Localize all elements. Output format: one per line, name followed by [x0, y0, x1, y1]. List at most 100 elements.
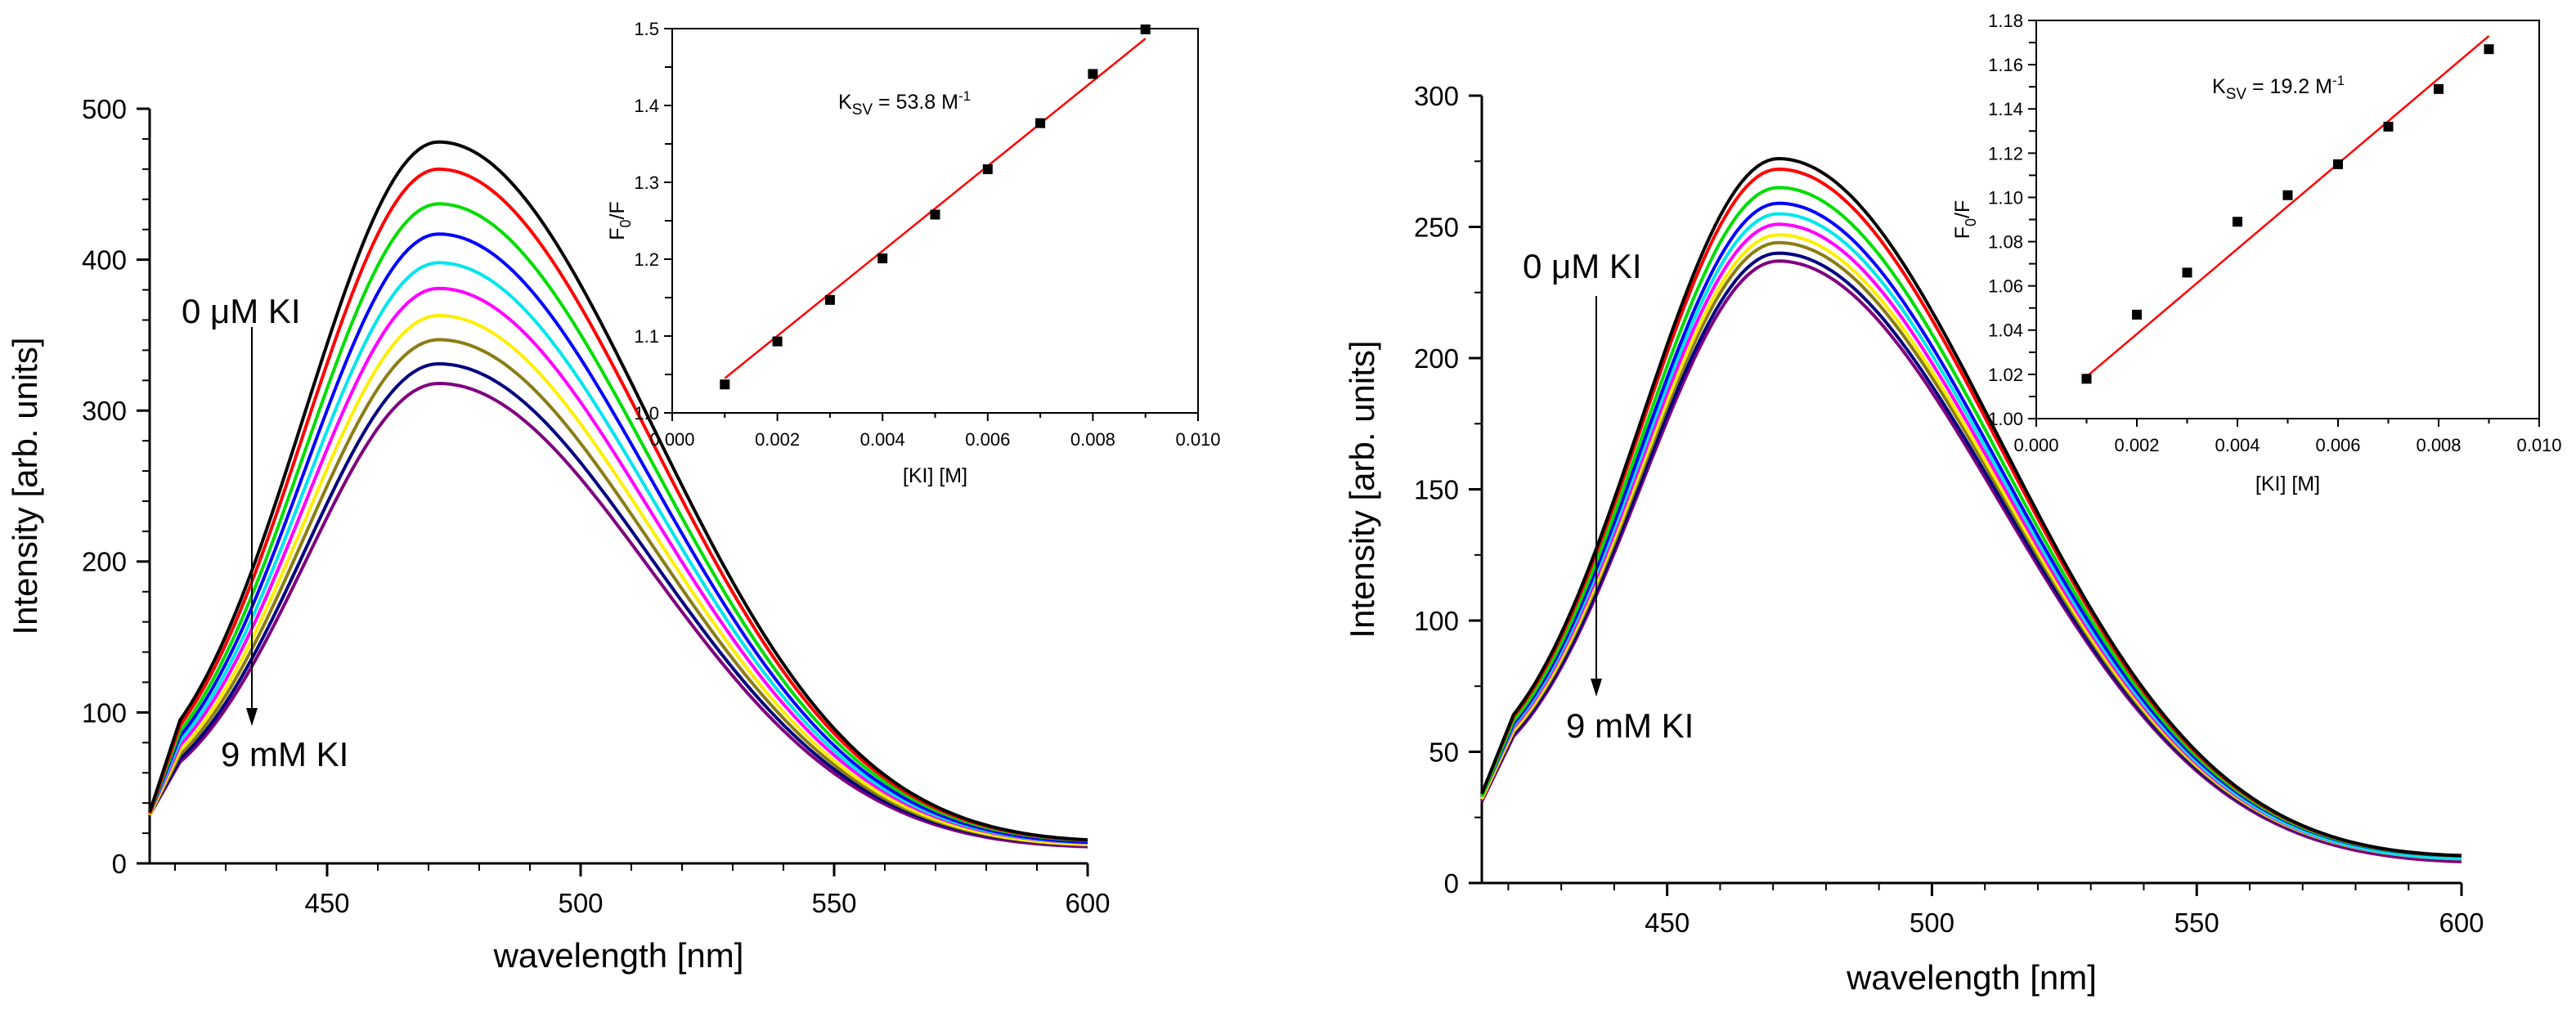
data-point-5	[2333, 159, 2343, 169]
y-tick-label: 1.16	[1988, 55, 2023, 75]
data-point-3	[877, 253, 888, 264]
quench-arrowhead	[246, 708, 258, 726]
spectrum-line-4	[148, 261, 1088, 845]
data-point-2	[2182, 267, 2192, 278]
x-tick-label: 0.004	[860, 429, 905, 450]
y-tick-label: 200	[1414, 343, 1459, 374]
spectrum-line-0	[1480, 157, 2462, 858]
spectrum-line-2	[148, 202, 1088, 842]
y-tick-label: 0	[112, 849, 127, 879]
quench-arrowhead	[1591, 679, 1602, 697]
x-tick-label: 500	[558, 888, 603, 918]
chart-right-inset: 0.000 0.002 0.004 0.006 0.008 0.010 1.00 1.02 1.…	[1951, 11, 2562, 495]
spectrum-line-6	[148, 313, 1088, 846]
spectrum-line-7	[1480, 240, 2462, 861]
spectrum-line-6	[1480, 233, 2462, 861]
x-tick-label: 600	[2439, 908, 2484, 938]
y-tick-label: 1.00	[1988, 409, 2023, 429]
y-tick-label: 500	[82, 94, 127, 124]
chart-left-inset: 0.000 0.002 0.004 0.006 0.008 0.010 1.0 1.1 1.2 1…	[606, 19, 1221, 487]
x-tick-label: 0.002	[2114, 435, 2159, 455]
ksv-sup: -1	[958, 88, 971, 104]
y-tick-label: 300	[82, 396, 127, 426]
y-tick-label: 1.1	[634, 326, 659, 347]
x-axis-title: wavelength [nm]	[1846, 958, 2097, 997]
y-tick-label: 1.08	[1988, 231, 2023, 252]
y-tick-label: 1.3	[634, 173, 659, 193]
x-tick-label: 0.004	[2215, 435, 2260, 455]
x-tick-label: 450	[304, 888, 349, 918]
ksv-sub: SV	[2226, 86, 2247, 103]
x-tick-label: 0.010	[1175, 429, 1220, 450]
x-tick-label: 0.008	[1070, 429, 1115, 450]
annotation-start: 0 μM KI	[182, 292, 301, 330]
y-tick-label: 1.02	[1988, 365, 2023, 385]
y-tick-label: 1.10	[1988, 187, 2023, 208]
data-point-0	[2081, 374, 2092, 384]
annotation-end: 9 mM KI	[1566, 706, 1694, 745]
ksv-sub: SV	[852, 101, 873, 119]
x-axis-title: [KI] [M]	[2255, 473, 2320, 495]
y-tick-label: 100	[1414, 606, 1459, 636]
data-point-4	[930, 209, 940, 220]
data-point-8	[2484, 44, 2494, 55]
y-tick-label: 1.18	[1988, 11, 2023, 31]
x-tick-label: 0.006	[965, 429, 1010, 450]
y-tick-label: 1.0	[634, 403, 659, 424]
ksv-text: = 53.8 M	[873, 91, 958, 114]
y-tick-label: 1.14	[1988, 99, 2023, 119]
x-tick-label: 0.010	[2516, 435, 2561, 455]
spectrum-line-9	[148, 382, 1088, 849]
ksv-prefix: K	[2212, 75, 2226, 98]
y-tick-label: 1.5	[634, 19, 659, 39]
y-axis-title: F0/F	[1951, 200, 1979, 240]
x-tick-label: 550	[2174, 908, 2219, 938]
y-tick-label: 1.06	[1988, 276, 2023, 297]
data-point-6	[2383, 121, 2394, 132]
annotation-start: 0 μM KI	[1523, 247, 1642, 285]
data-point-7	[2434, 83, 2444, 94]
y-tick-label: 200	[82, 547, 127, 577]
y-axis-title: Intensity [arb. units]	[6, 337, 44, 634]
spectrum-line-0	[148, 140, 1088, 842]
data-point-4	[2282, 190, 2293, 200]
fit-line	[724, 38, 1147, 379]
y-tick-label: 0	[1444, 868, 1459, 899]
y-tick-label: 250	[1414, 212, 1459, 242]
x-tick-label: 550	[811, 888, 856, 918]
data-point-8	[1140, 24, 1151, 34]
ksv-annotation: KSV = 53.8 M-1	[838, 88, 971, 119]
ksv-prefix: K	[838, 91, 852, 114]
spectrum-line-9	[1480, 259, 2462, 863]
x-tick-label: 450	[1645, 908, 1690, 938]
spectrum-line-5	[1480, 222, 2462, 861]
y-tick-label: 100	[82, 697, 127, 728]
y-tick-label: 1.2	[634, 249, 659, 270]
chart-right-spectra: 450 500 550 600 0 50 100 150 200 250 300 wavelength…	[1343, 81, 2484, 997]
spectrum-line-2	[1480, 186, 2462, 858]
y-axis-title: Intensity [arb. units]	[1343, 340, 1381, 638]
spectrum-line-3	[148, 232, 1088, 845]
y-tick-label: 1.12	[1988, 143, 2023, 164]
y-axis-title: F0/F	[606, 201, 634, 240]
data-point-1	[772, 336, 783, 347]
spectrum-line-4	[1480, 212, 2462, 861]
y-tick-label: 150	[1414, 474, 1459, 504]
spectrum-line-3	[1480, 201, 2462, 858]
spectrum-line-1	[148, 167, 1088, 842]
y-tick-label: 1.04	[1988, 320, 2023, 341]
data-point-5	[982, 164, 993, 175]
x-tick-label: 600	[1065, 888, 1110, 918]
x-tick-label: 500	[1910, 908, 1954, 938]
spectrum-line-8	[1480, 251, 2462, 861]
chart-left-spectra: 450 500 550 600 0 100 200 300 400 500 wavelength […	[6, 94, 1111, 975]
data-point-2	[824, 294, 835, 305]
x-tick-label: 0.008	[2416, 435, 2461, 455]
annotation-end: 9 mM KI	[221, 735, 348, 773]
data-point-6	[1035, 118, 1046, 128]
x-axis-title: wavelength [nm]	[493, 936, 744, 975]
ksv-annotation: KSV = 19.2 M-1	[2212, 73, 2345, 103]
data-point-0	[720, 379, 730, 390]
x-tick-label: 0.002	[755, 429, 800, 450]
